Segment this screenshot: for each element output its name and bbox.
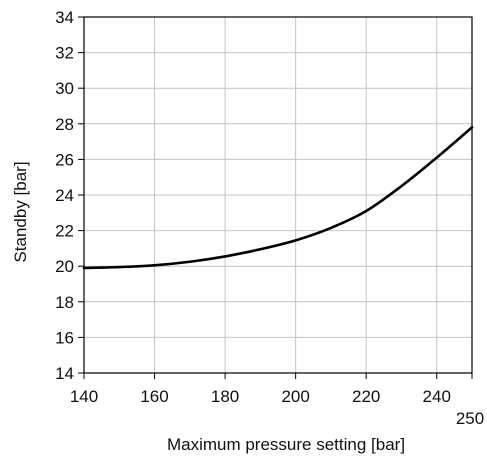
- series-line: [82, 126, 474, 270]
- x-tick-label: 140: [70, 387, 98, 406]
- y-tick-label: 34: [55, 8, 74, 27]
- y-tick-label: 24: [55, 186, 74, 205]
- y-tick-labels: 14 16 18 20 22 24 26 28 30 32 34: [55, 8, 74, 383]
- x-tick-label: 160: [140, 387, 168, 406]
- grid-lines: [84, 17, 472, 373]
- plot-frame: [83, 16, 473, 374]
- y-tick-label: 20: [55, 257, 74, 276]
- y-tick-label: 16: [55, 328, 74, 347]
- axis-ticks: [78, 16, 473, 379]
- x-axis-label: Maximum pressure setting [bar]: [167, 435, 405, 454]
- y-tick-label: 30: [55, 79, 74, 98]
- y-tick-label: 26: [55, 150, 74, 169]
- y-tick-label: 22: [55, 222, 74, 241]
- y-axis-label: Standby [bar]: [11, 161, 30, 262]
- y-tick-label: 32: [55, 44, 74, 63]
- y-tick-label: 18: [55, 293, 74, 312]
- x-tick-label: 220: [352, 387, 380, 406]
- x-tick-labels: 140 160 180 200 220 240 250: [70, 387, 484, 428]
- x-tick-label: 250: [456, 409, 484, 428]
- x-tick-label: 240: [423, 387, 451, 406]
- x-tick-label: 180: [211, 387, 239, 406]
- x-tick-label: 200: [281, 387, 309, 406]
- y-tick-label: 14: [55, 364, 74, 383]
- y-tick-label: 28: [55, 115, 74, 134]
